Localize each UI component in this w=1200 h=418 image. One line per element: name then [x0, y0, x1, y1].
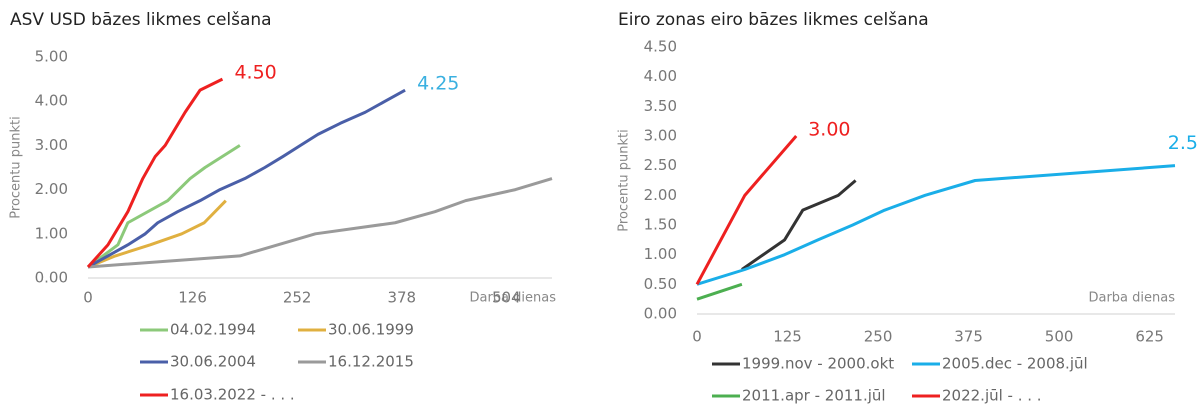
- y-tick-label: 2.00: [35, 180, 68, 198]
- x-tick-label: 0: [83, 289, 93, 307]
- y-tick-label: 2.00: [644, 186, 677, 204]
- x-tick-label: 252: [283, 289, 312, 307]
- legend-label: 2011.apr - 2011.jūl: [742, 387, 886, 405]
- legend-label: 30.06.2004: [170, 353, 256, 371]
- y-tick-label: 3.00: [35, 136, 68, 154]
- y-tick-label: 3.00: [644, 127, 677, 145]
- end-label: 3.00: [808, 119, 850, 141]
- y-tick-label: 1.00: [35, 224, 68, 242]
- chart-title: ASV USD bāzes likmes celšana: [10, 10, 272, 30]
- legend-label: 30.06.1999: [328, 321, 414, 339]
- x-tick-label: 500: [1045, 328, 1074, 346]
- x-axis-label: Darba dienas: [1088, 291, 1175, 306]
- y-tick-label: 1.00: [644, 245, 677, 263]
- end-label: 4.25: [417, 73, 459, 95]
- legend-label: 04.02.1994: [170, 321, 256, 339]
- legend-label: 16.12.2015: [328, 353, 414, 371]
- x-tick-label: 378: [387, 289, 416, 307]
- y-tick-label: 3.50: [644, 97, 677, 115]
- y-axis-label: Procentu punkti: [9, 116, 24, 218]
- y-tick-label: 4.00: [644, 67, 677, 85]
- x-tick-label: 625: [1135, 328, 1164, 346]
- line: [87, 144, 241, 269]
- x-tick-label: 0: [692, 328, 702, 346]
- chart-title: Eiro zonas eiro bāzes likmes celšana: [618, 10, 929, 30]
- x-tick-label: 125: [773, 328, 802, 346]
- y-tick-label: 4.00: [35, 92, 68, 110]
- end-label: 4.50: [234, 62, 276, 84]
- y-tick-label: 0.50: [644, 275, 677, 293]
- y-tick-label: 4.50: [644, 38, 677, 56]
- y-tick-label: 0.00: [35, 269, 68, 287]
- x-tick-label: 250: [864, 328, 893, 346]
- legend-label: 2005.dec - 2008.jūl: [942, 355, 1088, 373]
- x-tick-label: 375: [954, 328, 983, 346]
- legend-label: 2022.jūl - . . .: [942, 387, 1042, 405]
- line: [696, 282, 743, 301]
- line: [87, 199, 227, 269]
- y-tick-label: 0.00: [644, 305, 677, 323]
- line: [87, 88, 406, 269]
- line: [695, 135, 798, 286]
- y-tick-label: 1.50: [644, 216, 677, 234]
- line: [87, 177, 553, 269]
- x-axis-label: Darba dienas: [469, 291, 556, 306]
- y-axis-label: Procentu punkti: [617, 129, 632, 231]
- legend-label: 16.03.2022 - . . .: [170, 386, 295, 404]
- y-tick-label: 5.00: [35, 48, 68, 66]
- x-tick-label: 504: [492, 289, 521, 307]
- line: [696, 164, 1176, 286]
- y-tick-label: 2.50: [644, 156, 677, 174]
- x-tick-label: 126: [178, 289, 207, 307]
- line: [86, 77, 224, 268]
- line: [741, 179, 857, 271]
- legend-label: 1999.nov - 2000.okt: [742, 355, 894, 373]
- end-label: 2.5: [1168, 132, 1198, 154]
